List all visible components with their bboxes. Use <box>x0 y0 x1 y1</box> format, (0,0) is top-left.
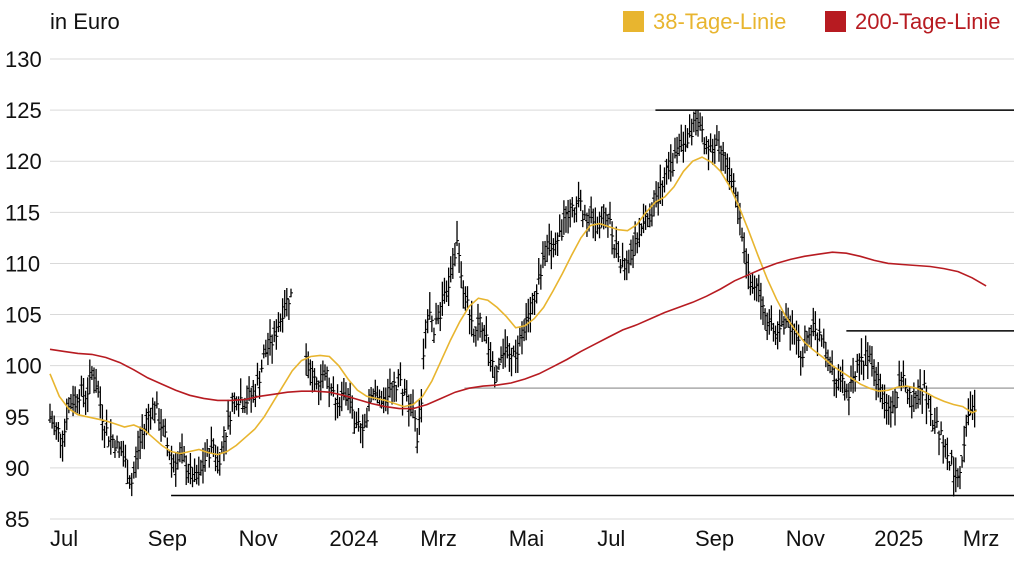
y-tick-label-120: 120 <box>5 149 42 174</box>
x-tick-label-4: Mrz <box>420 526 457 551</box>
price-bars <box>48 109 977 497</box>
legend: 38-Tage-Linie 200-Tage-Linie <box>623 9 1001 34</box>
y-tick-label-90: 90 <box>5 456 29 481</box>
y-tick-label-95: 95 <box>5 405 29 430</box>
moving-average-lines <box>49 156 987 456</box>
x-tick-label-2: Nov <box>239 526 278 551</box>
y-tick-label-130: 130 <box>5 47 42 72</box>
x-tick-label-5: Mai <box>509 526 544 551</box>
legend-label-0: 38-Tage-Linie <box>653 9 786 34</box>
x-tick-label-10: Mrz <box>963 526 1000 551</box>
x-tick-label-8: Nov <box>786 526 825 551</box>
unit-label: in Euro <box>50 9 120 34</box>
y-tick-label-85: 85 <box>5 507 29 532</box>
y-tick-label-110: 110 <box>5 251 40 276</box>
grid-lines <box>50 58 1014 520</box>
x-tick-label-1: Sep <box>148 526 187 551</box>
x-tick-label-3: 2024 <box>329 526 378 551</box>
x-tick-label-0: Jul <box>50 526 78 551</box>
legend-swatch-0 <box>623 11 644 32</box>
reference-lines <box>171 109 1014 497</box>
y-tick-label-105: 105 <box>5 303 42 328</box>
legend-label-1: 200-Tage-Linie <box>855 9 1001 34</box>
y-tick-label-100: 100 <box>5 354 42 379</box>
x-tick-label-6: Jul <box>597 526 625 551</box>
x-tick-label-7: Sep <box>695 526 734 551</box>
x-tick-label-9: 2025 <box>874 526 923 551</box>
y-tick-label-125: 125 <box>5 98 42 123</box>
x-axis-tick-labels: Jul Sep Nov 2024 Mrz Mai Jul Sep Nov 2025 Mrz <box>50 526 999 551</box>
y-tick-label-115: 115 <box>5 200 40 225</box>
legend-swatch-1 <box>825 11 846 32</box>
series-line-200-tage <box>49 251 987 410</box>
series-line-38-tage <box>49 156 978 456</box>
y-axis-tick-labels: 85 90 95 100 105 110 115 120 125 130 <box>5 47 42 532</box>
